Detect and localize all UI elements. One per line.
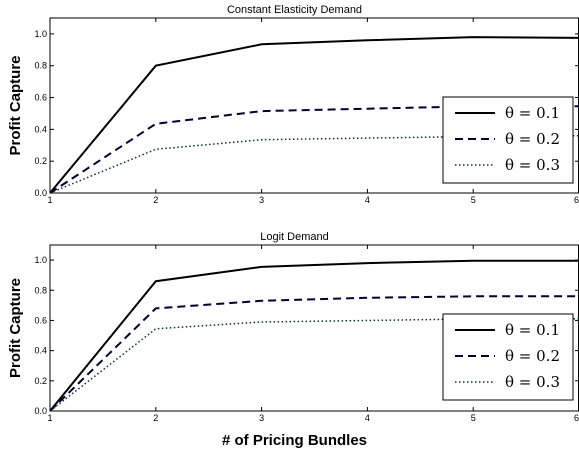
y-tick-label: 0.4 xyxy=(34,124,47,134)
y-tick-label: 1.0 xyxy=(34,29,47,39)
series-line-2 xyxy=(49,295,579,412)
y-tick-label: 0.0 xyxy=(34,406,47,416)
x-tick-label: 1 xyxy=(47,195,52,205)
x-tick-label: 5 xyxy=(471,413,476,423)
x-tick-label: 4 xyxy=(365,413,370,423)
x-tick-label: 4 xyxy=(365,195,370,205)
chart-title: Constant Elasticity Demand xyxy=(227,4,362,16)
y-axis-label: Profit Capture xyxy=(7,278,24,378)
y-tick-label: 0.6 xyxy=(34,315,47,325)
x-tick-label: 3 xyxy=(259,413,264,423)
legend-label: θ = 0.2 xyxy=(505,130,560,148)
x-tick-label: 3 xyxy=(259,195,264,205)
y-axis-label: Profit Capture xyxy=(7,55,24,155)
series-line-1 xyxy=(49,36,579,194)
x-tick-label: 2 xyxy=(153,195,158,205)
legend-label: θ = 0.2 xyxy=(505,347,560,365)
legend-box xyxy=(442,96,574,184)
legend-label: θ = 0.1 xyxy=(505,321,560,339)
y-tick-label: 0.2 xyxy=(34,156,47,166)
y-tick-label: 0.8 xyxy=(34,61,47,71)
y-tick-label: 0.4 xyxy=(34,346,47,356)
x-tick-label: 5 xyxy=(471,195,476,205)
y-tick-label: 0.2 xyxy=(34,376,47,386)
legend: θ = 0.1 θ = 0.2 θ = 0.3 xyxy=(442,96,574,184)
x-tick-label: 1 xyxy=(47,413,52,423)
chart-title: Logit Demand xyxy=(260,231,329,243)
x-tick-label: 6 xyxy=(574,413,579,423)
legend-label: θ = 0.3 xyxy=(505,373,560,391)
legend-label: θ = 0.3 xyxy=(505,156,560,174)
y-tick-label: 0.6 xyxy=(34,93,47,103)
x-tick-label: 6 xyxy=(574,195,579,205)
series-line-1 xyxy=(49,259,579,412)
legend-label: θ = 0.1 xyxy=(505,104,560,122)
chart-panel-1: Constant Elasticity Demand 0.0 0.2 0.4 0.6 0.… xyxy=(7,4,579,205)
y-tick-label: 1.0 xyxy=(34,255,47,265)
x-axis-label: # of Pricing Bundles xyxy=(222,432,367,449)
chart-panel-2: Logit Demand 0.0 0.2 0.4 0.6 0.8 1.0 1 2 3 4 5 6 Prof… xyxy=(7,231,579,449)
legend-box xyxy=(442,313,574,401)
y-tick-label: 0.8 xyxy=(34,285,47,295)
legend: θ = 0.1 θ = 0.2 θ = 0.3 xyxy=(442,313,574,401)
x-tick-label: 2 xyxy=(153,413,158,423)
y-tick-label: 0.0 xyxy=(34,188,47,198)
